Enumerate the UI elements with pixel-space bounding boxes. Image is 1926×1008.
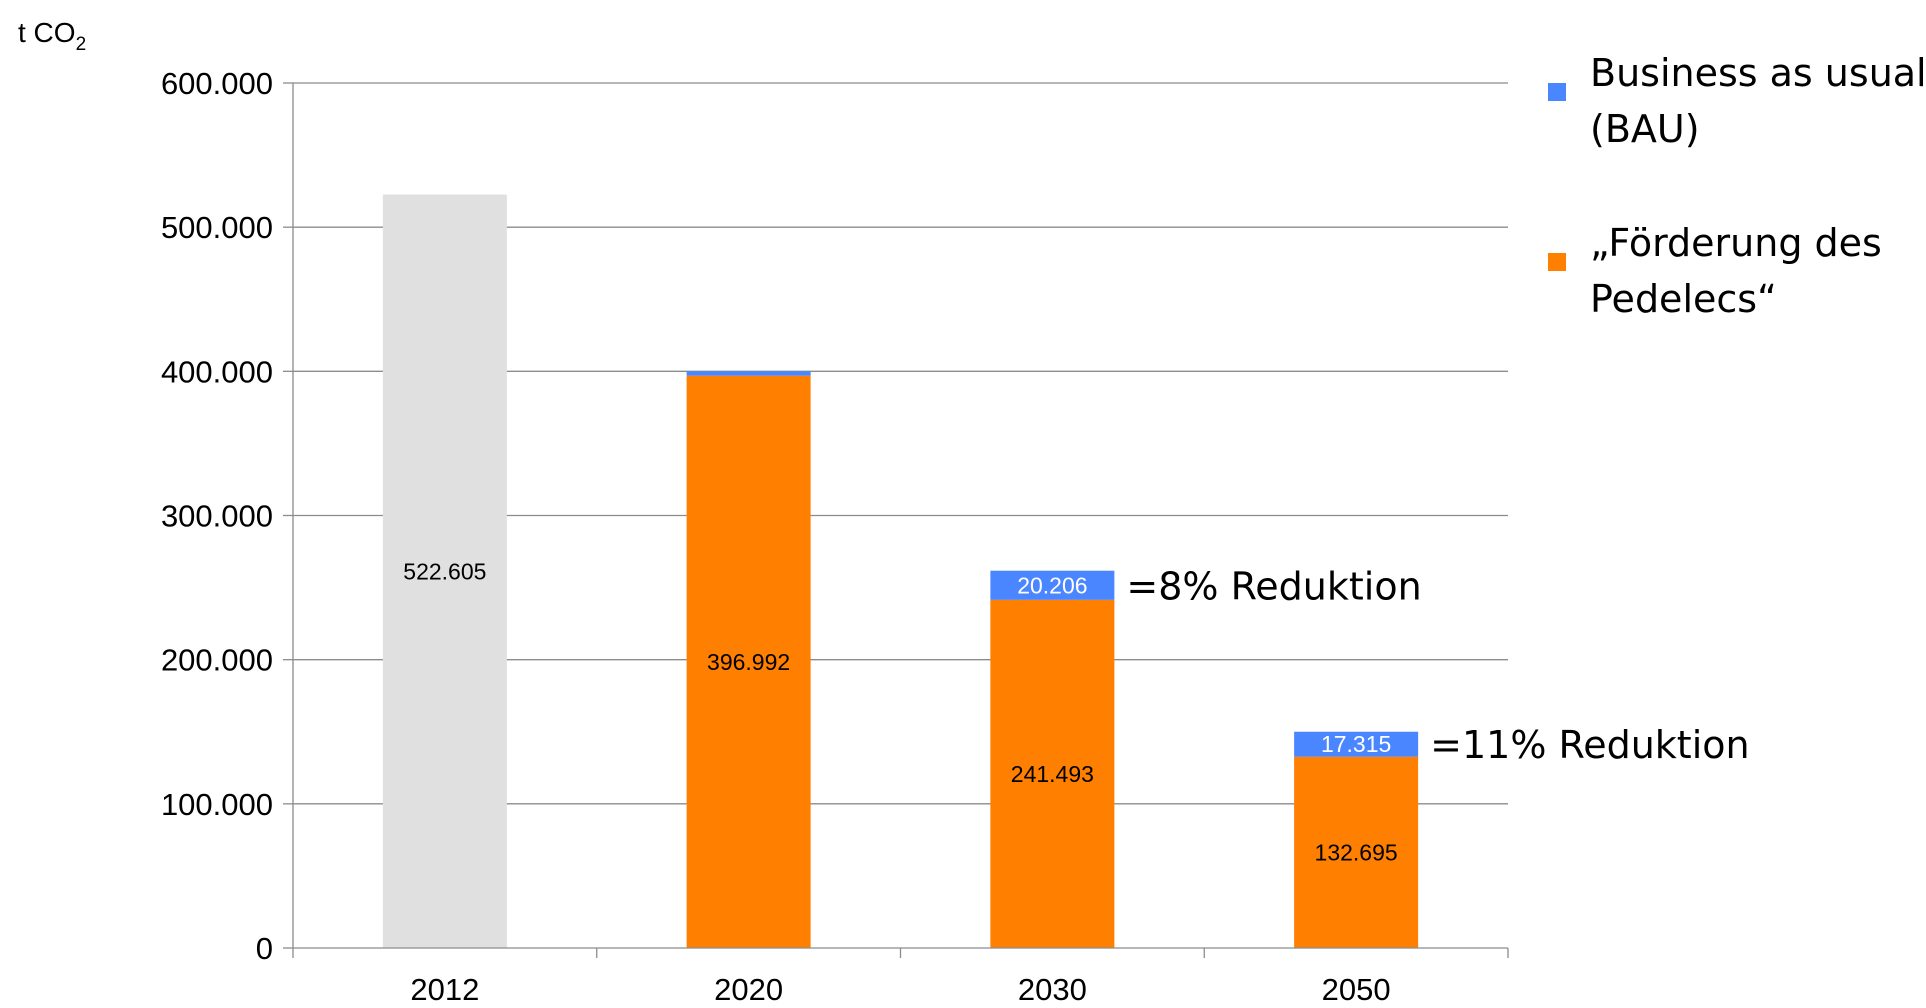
- legend-label: (BAU): [1590, 107, 1700, 151]
- x-tick-label: 2012: [410, 972, 479, 1007]
- bar-label: 522.605: [403, 558, 486, 584]
- bar-label: 396.992: [707, 649, 790, 675]
- legend-label: „Förderung des: [1590, 221, 1882, 265]
- bars: 522.605 396.992 241.493 132.695 20.206 17.315: [382, 194, 1419, 949]
- x-tick-label: 2050: [1322, 972, 1391, 1007]
- bar-segment: [990, 570, 1115, 600]
- y-tick-label: 400.000: [161, 354, 273, 389]
- y-tick-label: 500.000: [161, 210, 273, 245]
- annotations: =8% Reduktion =11% Reduktion: [1126, 564, 1749, 767]
- y-tick-label: 600.000: [161, 66, 273, 101]
- bar-segment: [1294, 731, 1419, 757]
- bar-label: 20.206: [1017, 572, 1087, 598]
- y-tick-label: 100.000: [161, 787, 273, 822]
- y-axis-label: t CO2: [18, 17, 86, 55]
- bar-segment: [990, 599, 1115, 948]
- bar-label: 17.315: [1321, 731, 1391, 757]
- y-tick-label: 0: [256, 931, 273, 966]
- legend-label: Pedelecs“: [1590, 277, 1777, 321]
- tick-labels: 0 100.000 200.000 300.000 400.000 500.000 600.…: [161, 66, 1391, 1007]
- bar-label: 132.695: [1315, 839, 1398, 865]
- x-tick-label: 2030: [1018, 972, 1087, 1007]
- bar-segment: [686, 371, 811, 376]
- y-tick-label: 300.000: [161, 499, 273, 534]
- legend: Business as usual (BAU) „Förderung des Pede…: [1548, 51, 1926, 321]
- bar-segment: [686, 375, 811, 948]
- axes: [283, 82, 1509, 958]
- y-tick-label: 200.000: [161, 643, 273, 678]
- legend-swatch: [1548, 83, 1566, 101]
- reduction-annotation: =8% Reduktion: [1126, 564, 1421, 608]
- bar-baseline: [382, 194, 507, 949]
- bar-segment: [1294, 756, 1419, 948]
- legend-swatch: [1548, 253, 1566, 271]
- bar-label: 241.493: [1011, 761, 1094, 787]
- reduction-annotation: =11% Reduktion: [1430, 723, 1749, 767]
- x-tick-label: 2020: [714, 972, 783, 1007]
- legend-label: Business as usual: [1590, 51, 1926, 95]
